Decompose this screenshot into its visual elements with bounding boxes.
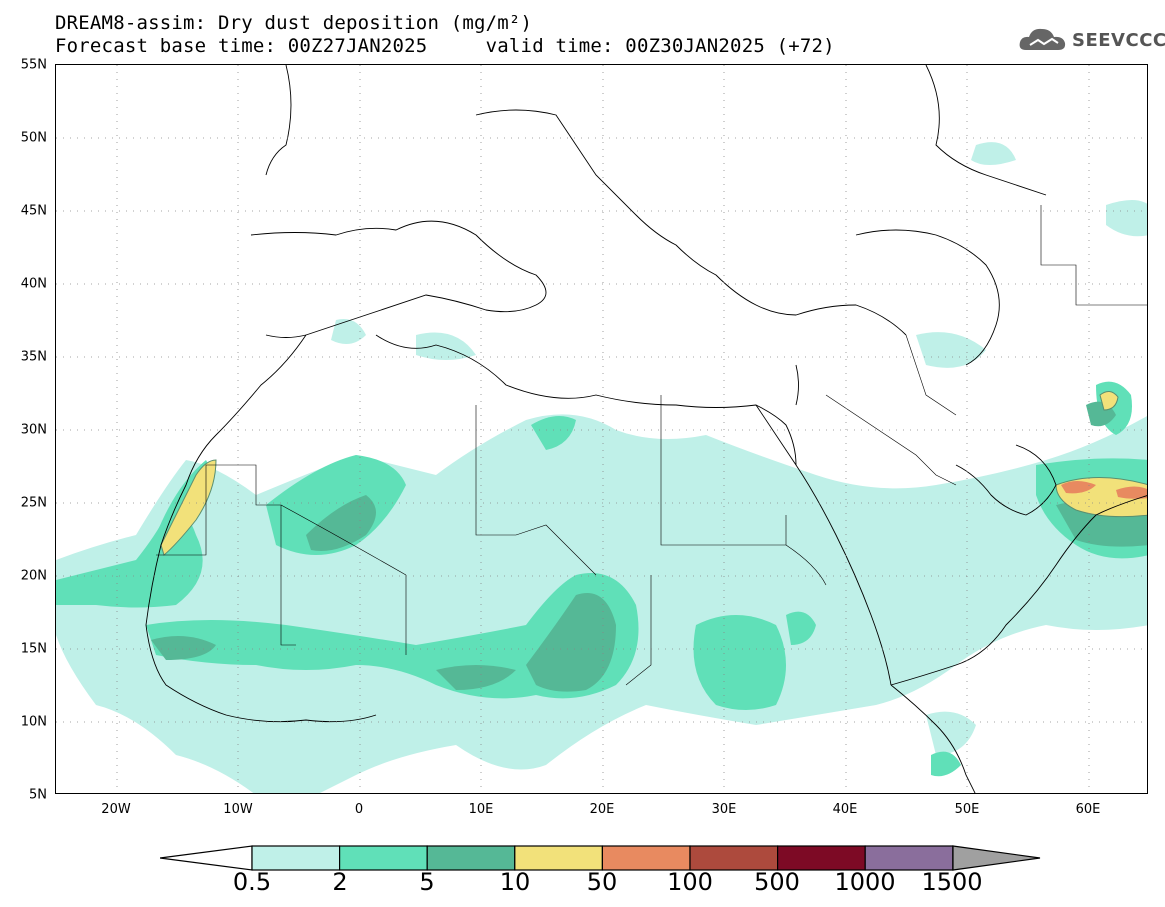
lat-label-15n: 15N (20, 641, 47, 657)
dust-map (56, 65, 1147, 793)
colorbar-label: 500 (754, 868, 800, 896)
map-title: DREAM8-assim: Dry dust deposition (mg/m²… (55, 12, 533, 34)
lon-label-50e: 50E (954, 802, 980, 817)
colorbar-label: 50 (586, 868, 618, 896)
lon-label-30e: 30E (711, 802, 737, 817)
forecast-times: Forecast base time: 00Z27JAN2025 valid t… (55, 35, 835, 57)
lat-label-55n: 55N (20, 57, 47, 73)
colorbar-label: 0.5 (232, 868, 272, 896)
lon-label-0: 0 (354, 802, 364, 817)
lat-label-45n: 45N (20, 203, 47, 219)
cloud-icon (1019, 28, 1066, 50)
lat-label-10n: 10N (20, 714, 47, 730)
lat-label-5n: 5N (29, 787, 47, 803)
logo-text: SEEVCCC (1072, 29, 1165, 51)
map-panel (55, 64, 1148, 794)
lat-label-35n: 35N (20, 349, 47, 365)
lat-label-20n: 20N (20, 568, 47, 584)
seevccc-logo: SEEVCCC (1018, 26, 1165, 54)
lat-label-30n: 30N (20, 422, 47, 438)
lat-label-25n: 25N (20, 495, 47, 511)
country-borders (156, 205, 1147, 686)
lat-label-40n: 40N (20, 276, 47, 292)
colorbar-cell (251, 845, 341, 871)
dust-shading-light (56, 142, 1147, 793)
colorbar-cell (339, 845, 428, 871)
lat-label-50n: 50N (20, 130, 47, 146)
coastlines (145, 65, 1147, 793)
lon-label-10w: 10W (223, 802, 253, 817)
colorbar-label: 1000 (834, 868, 896, 896)
colorbar-cell (776, 845, 866, 871)
colorbar-cell (689, 845, 779, 871)
colorbar-cell (601, 845, 691, 871)
colorbar-label: 10 (499, 868, 531, 896)
lon-label-10e: 10E (468, 802, 494, 817)
colorbar-label: 1500 (921, 868, 983, 896)
dust-shading-orange (1061, 481, 1147, 499)
lon-label-40e: 40E (832, 802, 858, 817)
dust-shading-dark (151, 401, 1147, 692)
colorbar-label: 100 (667, 868, 713, 896)
lon-label-20e: 20E (589, 802, 615, 817)
lon-label-20w: 20W (101, 802, 131, 817)
colorbar-left-arrow (160, 845, 253, 871)
colorbar-right-arrow (952, 845, 1041, 871)
colorbar (160, 845, 1041, 871)
colorbar-label: 5 (419, 868, 435, 896)
colorbar-cell (514, 845, 603, 871)
colorbar-label: 2 (332, 868, 348, 896)
lon-label-60e: 60E (1075, 802, 1101, 817)
graticule (56, 65, 1147, 793)
colorbar-cell (864, 845, 954, 871)
colorbar-cell (426, 845, 516, 871)
